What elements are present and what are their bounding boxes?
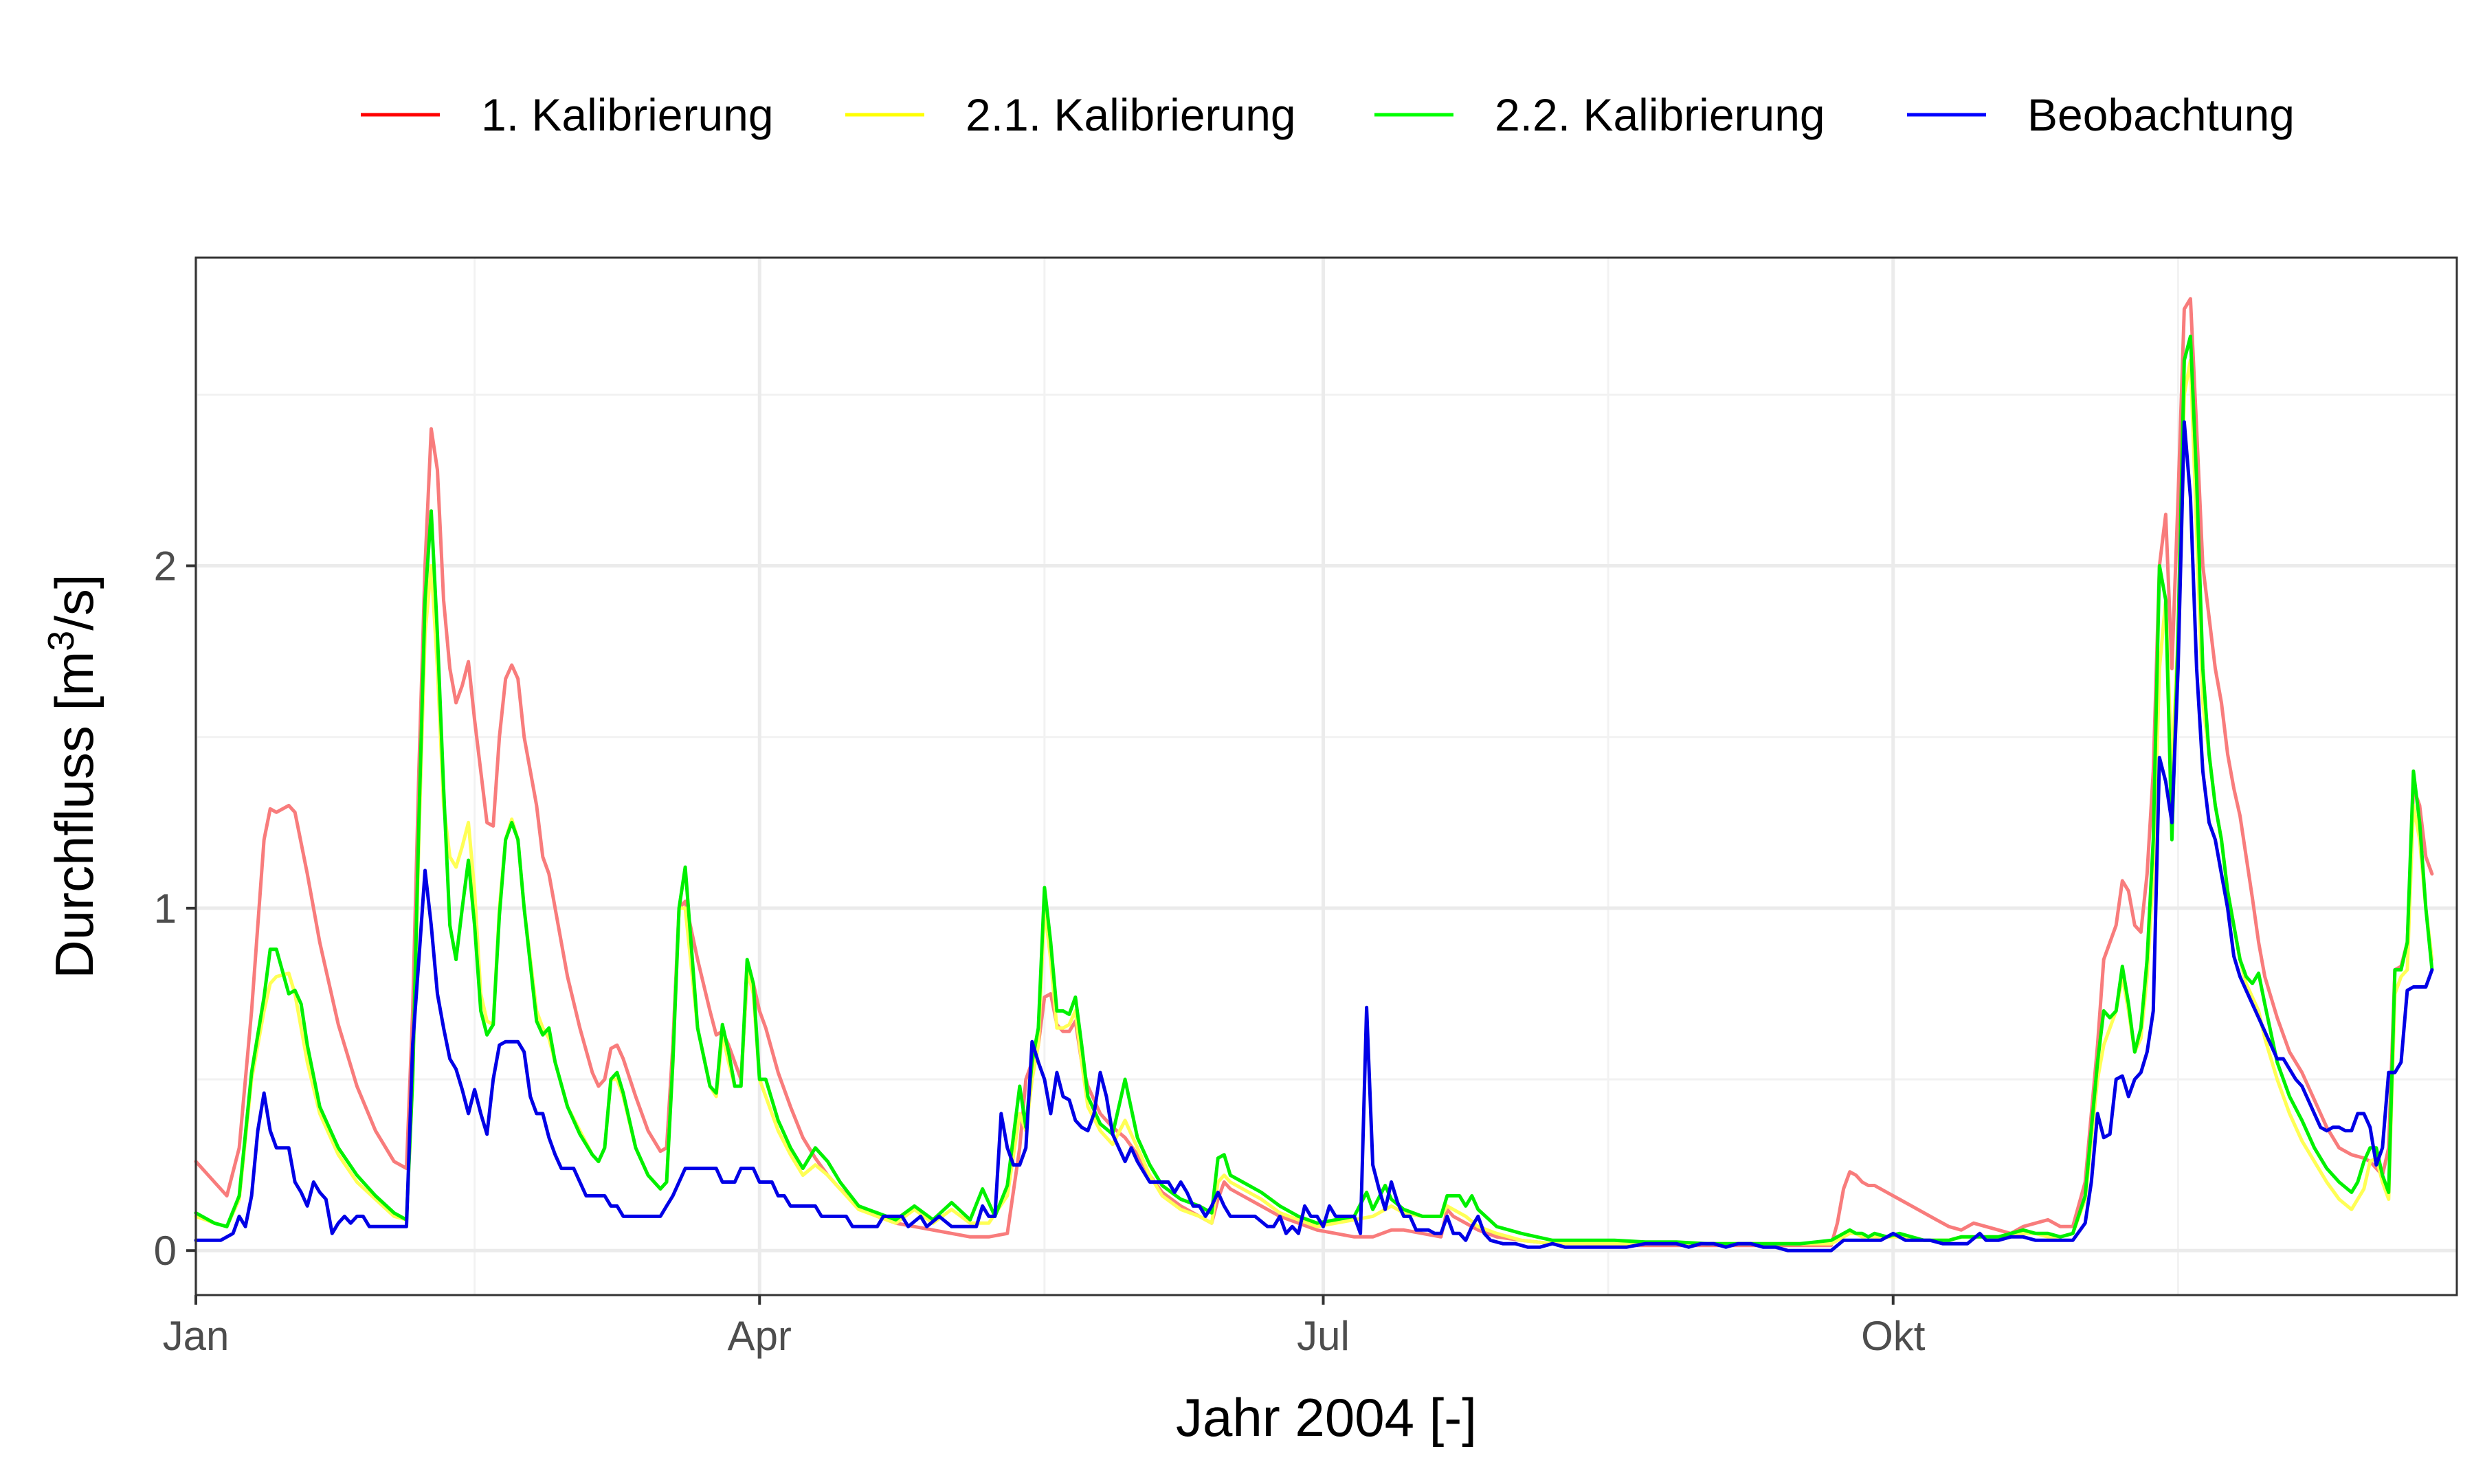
legend-item-2-2-kalibrierung: 2.2. Kalibrierung: [1374, 89, 1825, 140]
legend-label-1-kalibrierung: 1. Kalibrierung: [481, 89, 774, 140]
y-axis-title-main: Durchfluss [m: [44, 651, 104, 979]
x-tick-label-jan: Jan: [163, 1313, 230, 1359]
panel-border: [194, 256, 2458, 1296]
x-axis: Jan Apr Jul Okt: [163, 1295, 1926, 1359]
x-tick-label-apr: Apr: [728, 1313, 792, 1359]
y-axis-title: Durchfluss [m3/s]: [41, 574, 104, 978]
y-tick-label-2: 2: [154, 543, 177, 589]
y-tick-label-0: 0: [154, 1228, 177, 1274]
legend-item-beobachtung: Beobachtung: [1907, 89, 2295, 140]
legend-label-2-2-kalibrierung: 2.2. Kalibrierung: [1495, 89, 1825, 140]
series-line-2-2-kalibrierung: [194, 335, 2434, 1246]
y-axis: 0 1 2: [154, 543, 196, 1274]
plot-panel: [194, 256, 2458, 1296]
legend-item-2-1-kalibrierung: 2.1. Kalibrierung: [845, 89, 1296, 140]
legend-label-beobachtung: Beobachtung: [2027, 89, 2295, 140]
legend-item-1-kalibrierung: 1. Kalibrierung: [361, 89, 774, 140]
x-axis-title: Jahr 2004 [-]: [1176, 1387, 1477, 1448]
panel-background: [196, 258, 2457, 1295]
y-axis-title-end: /s]: [44, 574, 104, 630]
y-axis-title-superscript: 3: [41, 631, 82, 651]
y-tick-label-1: 1: [154, 886, 177, 932]
x-tick-label-okt: Okt: [1861, 1313, 1926, 1359]
legend: 1. Kalibrierung 2.1. Kalibrierung 2.2. Kal…: [361, 89, 2295, 140]
x-tick-label-jul: Jul: [1297, 1313, 1350, 1359]
series-line-beobachtung: [194, 420, 2434, 1252]
legend-label-2-1-kalibrierung: 2.1. Kalibrierung: [966, 89, 1296, 140]
